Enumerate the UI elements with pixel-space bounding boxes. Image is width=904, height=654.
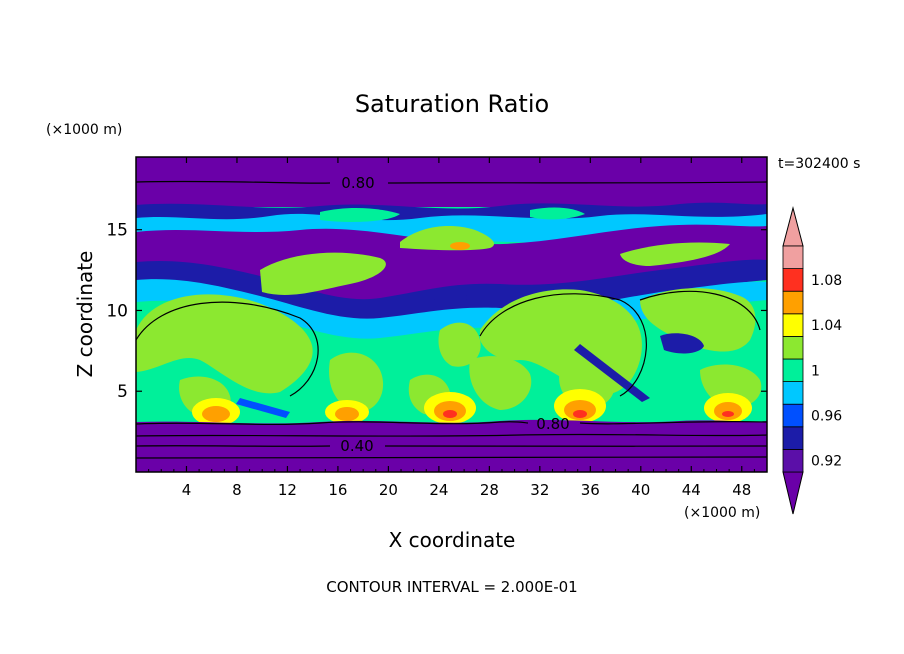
contour-label-1: 0.80 <box>341 174 374 192</box>
x-tick-label-7: 32 <box>530 481 549 499</box>
x-tick-label-3: 16 <box>328 481 347 499</box>
colorbar-segment-7 <box>782 290 804 315</box>
colorbar-label-2: 1 <box>811 363 820 379</box>
x-unit-label: (×1000 m) <box>684 505 760 521</box>
x-tick-label-8: 36 <box>581 481 600 499</box>
x-tick-label-0: 4 <box>182 481 192 499</box>
contour-line-low-1 <box>136 420 767 426</box>
colorbar-label-4: 1.08 <box>811 273 842 289</box>
surface-maxima <box>192 242 752 426</box>
x-axis-title: X coordinate <box>389 528 516 552</box>
colorbar-segment-1 <box>782 426 804 450</box>
x-tick-label-5: 24 <box>429 481 448 499</box>
colorbar-under-triangle <box>782 471 804 515</box>
cloud-patch-1 <box>136 294 313 394</box>
colorbar-segment-6 <box>782 313 804 337</box>
contour-interval-footer: CONTOUR INTERVAL = 2.000E-01 <box>326 578 577 596</box>
y-tick-label-1: 10 <box>106 301 128 321</box>
upper-green-patch-2 <box>530 207 585 220</box>
colorbar-segment-9 <box>782 245 804 270</box>
x-axis-ticks: 4 8 12 16 20 24 28 32 36 40 44 48 <box>148 157 755 499</box>
cloud-patch-top <box>400 226 495 251</box>
contour-label-2: 0.80 <box>536 415 569 433</box>
colorbar-segment-0 <box>782 448 804 473</box>
y-axis-title: Z coordinate <box>73 251 97 378</box>
colorbar: 0.92 0.96 1 1.04 1.08 <box>782 206 842 515</box>
colorbar-label-1: 0.96 <box>811 409 842 425</box>
chart-title: Saturation Ratio <box>355 90 549 118</box>
colorbar-segment-3 <box>782 381 804 405</box>
contour-line-low-2 <box>136 433 767 437</box>
contour-line-low-3 <box>136 445 767 447</box>
contour-line-upper <box>136 180 767 184</box>
cloud-patch-6 <box>329 352 384 412</box>
colorbar-label-0: 0.92 <box>811 454 842 470</box>
y-axis-ticks: 5 10 15 <box>106 221 767 402</box>
colorbar-segment-2 <box>782 403 804 428</box>
colorbar-segment-4 <box>782 358 804 383</box>
cloud-patch-3 <box>438 322 481 367</box>
contour-line-low-4 <box>136 456 767 459</box>
cloud-patch-right-top <box>620 242 730 266</box>
dry-streak-4 <box>430 290 470 302</box>
x-tick-label-11: 48 <box>732 481 751 499</box>
x-tick-label-6: 28 <box>480 481 499 499</box>
x-tick-label-4: 20 <box>379 481 398 499</box>
time-label: t=302400 s <box>778 156 860 172</box>
cloud-patch-5 <box>640 288 756 352</box>
y-tick-label-2: 15 <box>106 221 128 241</box>
colorbar-label-3: 1.04 <box>811 318 842 334</box>
dry-streak-3 <box>660 333 704 354</box>
contour-lines <box>136 180 767 459</box>
x-tick-label-1: 8 <box>232 481 242 499</box>
contour-field: 0.80 0.80 0.40 <box>136 157 767 472</box>
dry-streak-1 <box>236 398 290 418</box>
colorbar-segment-5 <box>782 335 804 360</box>
y-tick-label-0: 5 <box>117 382 128 402</box>
upper-green-patch-1 <box>320 207 400 222</box>
colorbar-segment-8 <box>782 268 804 292</box>
y-unit-label: (×1000 m) <box>46 122 122 138</box>
cloud-patch-7 <box>469 356 532 410</box>
contour-line-cloud <box>136 290 761 397</box>
x-tick-label-10: 44 <box>682 481 701 499</box>
x-tick-label-9: 40 <box>631 481 650 499</box>
cloud-patch-2 <box>260 252 386 295</box>
colorbar-over-triangle <box>782 206 804 247</box>
x-tick-label-2: 12 <box>278 481 297 499</box>
contour-label-3: 0.40 <box>340 437 373 455</box>
